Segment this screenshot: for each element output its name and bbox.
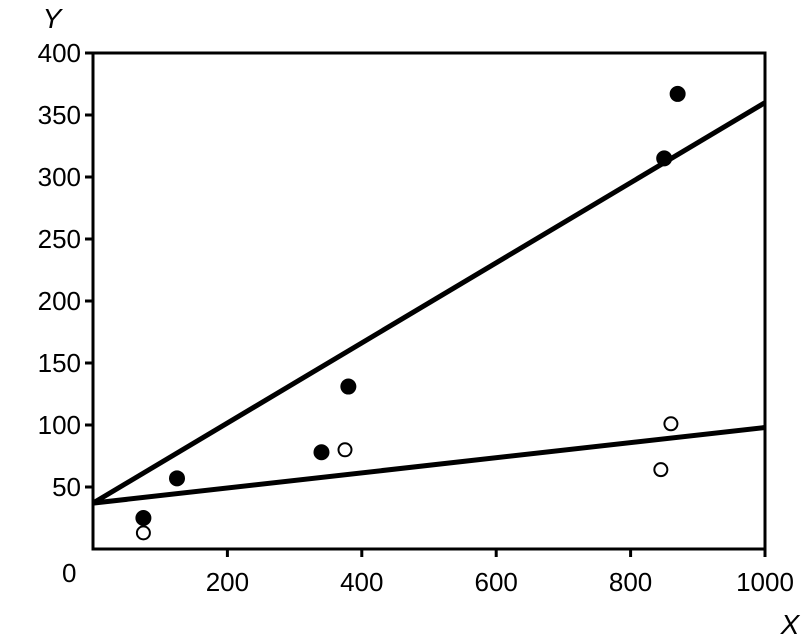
x-tick-label: 200 bbox=[206, 567, 249, 597]
y-tick-label: 250 bbox=[38, 224, 81, 254]
data-point-filled bbox=[313, 444, 330, 461]
y-tick-label: 300 bbox=[38, 162, 81, 192]
data-point-open bbox=[135, 525, 151, 541]
data-point-open bbox=[663, 416, 679, 432]
x-axis-ticks: 200 400 600 800 1000 bbox=[206, 549, 794, 597]
y-tick-label: 100 bbox=[38, 410, 81, 440]
y-axis-ticks: 50 100 150 200 250 300 350 400 bbox=[38, 38, 93, 502]
y-tick-label: 50 bbox=[52, 472, 81, 502]
data-points bbox=[135, 85, 686, 541]
y-tick-label: 400 bbox=[38, 38, 81, 68]
x-tick-label: 600 bbox=[475, 567, 518, 597]
y-tick-label: 150 bbox=[38, 348, 81, 378]
origin-label: 0 bbox=[62, 558, 76, 588]
data-point-open bbox=[653, 462, 669, 478]
y-tick-label: 200 bbox=[38, 286, 81, 316]
x-tick-label: 400 bbox=[340, 567, 383, 597]
fit-line-open bbox=[92, 424, 766, 506]
data-point-open bbox=[337, 442, 353, 458]
x-axis-title: X bbox=[780, 609, 801, 640]
data-point-filled bbox=[135, 510, 152, 526]
data-point-filled bbox=[656, 150, 673, 167]
fit-line-filled bbox=[91, 100, 767, 506]
data-point-filled bbox=[340, 378, 357, 395]
x-tick-label: 800 bbox=[609, 567, 652, 597]
y-axis-title: Y bbox=[43, 3, 64, 34]
data-point-filled bbox=[169, 470, 185, 487]
fit-lines bbox=[91, 100, 767, 506]
data-point-filled bbox=[669, 85, 686, 102]
y-tick-label: 350 bbox=[38, 100, 81, 130]
x-tick-label: 1000 bbox=[736, 567, 794, 597]
